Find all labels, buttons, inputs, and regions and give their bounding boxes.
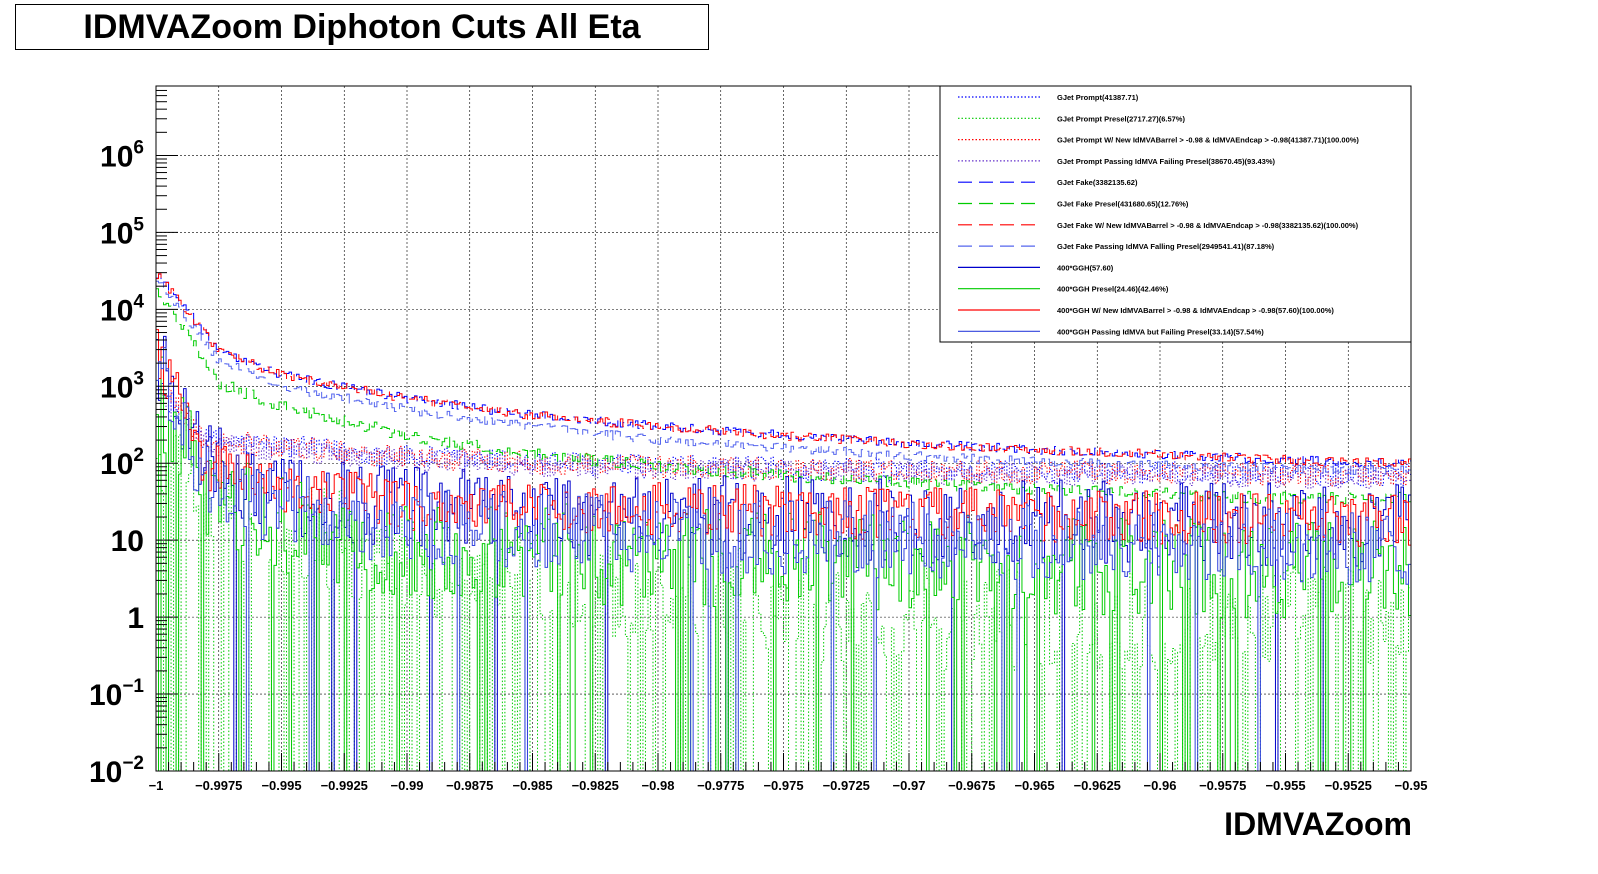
x-tick-label: −0.98: [642, 778, 675, 793]
x-tick-label: −0.96: [1144, 778, 1177, 793]
x-tick-label: −0.9875: [446, 778, 493, 793]
legend-entry: GJet Prompt Passing IdMVA Failing Presel…: [1057, 157, 1275, 166]
x-tick-label: −0.9925: [321, 778, 368, 793]
x-tick-label: −0.95: [1395, 778, 1428, 793]
legend-entry: GJet Fake Passing IdMVA Falling Presel(2…: [1057, 242, 1275, 251]
y-tick-label: 103: [100, 368, 144, 404]
x-tick-label: −0.9825: [572, 778, 619, 793]
x-tick-label: −0.97: [893, 778, 926, 793]
legend-entry: GJet Fake W/ New IdMVABarrel > -0.98 & I…: [1057, 221, 1359, 230]
legend-entry: GJet Prompt Presel(2717.27)(6.57%): [1057, 114, 1185, 123]
series-layer: [156, 274, 1411, 771]
x-tick-label: −0.9725: [823, 778, 870, 793]
y-tick-label: 1: [127, 602, 144, 635]
x-tick-label: −0.985: [512, 778, 552, 793]
x-tick-label: −0.9975: [195, 778, 242, 793]
y-tick-label: 10−1: [89, 676, 144, 712]
legend-box: [940, 86, 1411, 342]
y-tick-label: 10: [111, 525, 144, 558]
legend-entry: 400*GGH W/ New IdMVABarrel > -0.98 & IdM…: [1057, 306, 1334, 315]
x-tick-label: −0.9775: [697, 778, 744, 793]
x-tick-label: −0.9625: [1074, 778, 1121, 793]
x-tick-label: −1: [149, 778, 164, 793]
y-tick-label: 106: [100, 137, 144, 173]
y-tick-label: 105: [100, 214, 144, 250]
x-tick-label: −0.9525: [1325, 778, 1372, 793]
y-tick-label: 10−2: [89, 753, 144, 789]
legend-entry: GJet Fake Presel(431680.65)(12.76%): [1057, 200, 1189, 209]
y-tick-label: 104: [100, 291, 144, 327]
x-tick-label: −0.995: [261, 778, 301, 793]
y-tick-label: 102: [100, 445, 144, 481]
x-tick-label: −0.9675: [948, 778, 995, 793]
legend-entry: GJet Prompt W/ New IdMVABarrel > -0.98 &…: [1057, 136, 1359, 145]
x-tick-label: −0.99: [391, 778, 424, 793]
legend-entry: 400*GGH(57.60): [1057, 263, 1114, 272]
legend-entry: GJet Fake(3382135.62): [1057, 178, 1138, 187]
legend-entry: GJet Prompt(41387.71): [1057, 93, 1139, 102]
legend-entry: 400*GGH Passing IdMVA but Failing Presel…: [1057, 327, 1264, 336]
legend-entry: 400*GGH Presel(24.46)(42.46%): [1057, 285, 1169, 294]
x-tick-label: −0.955: [1265, 778, 1305, 793]
x-tick-label: −0.9575: [1199, 778, 1246, 793]
x-tick-label: −0.965: [1014, 778, 1054, 793]
legend: GJet Prompt(41387.71) GJet Prompt Presel(…: [940, 86, 1411, 342]
x-axis-label: IDMVAZoom: [1224, 806, 1412, 843]
x-tick-label: −0.975: [763, 778, 803, 793]
